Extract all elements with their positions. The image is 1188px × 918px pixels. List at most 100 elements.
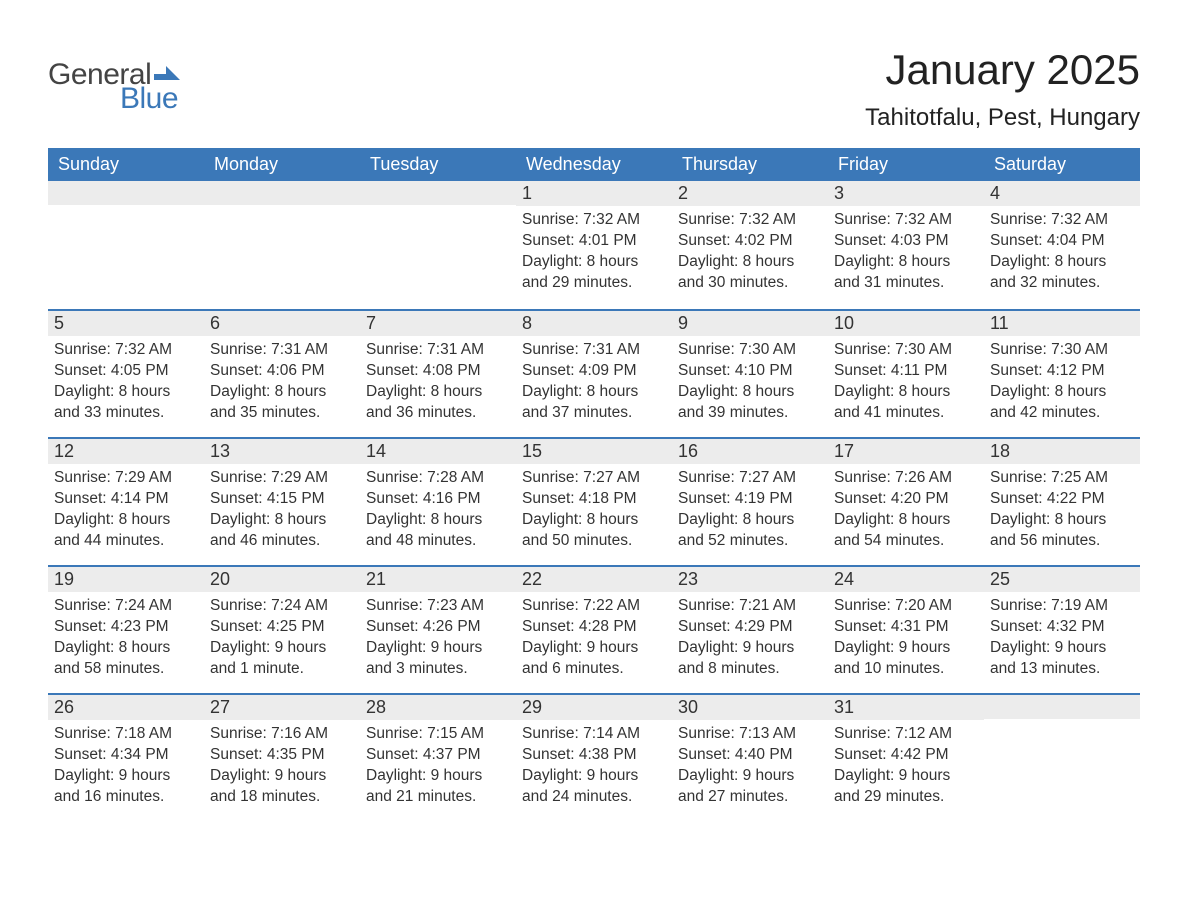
sunrise-text: Sunrise: 7:12 AM xyxy=(834,724,978,745)
daylight-line1: Daylight: 8 hours xyxy=(678,510,822,531)
day-number: 21 xyxy=(366,569,386,589)
daylight-line1: Daylight: 8 hours xyxy=(678,382,822,403)
sunrise-text: Sunrise: 7:15 AM xyxy=(366,724,510,745)
day-number: 15 xyxy=(522,441,542,461)
daylight-line2: and 37 minutes. xyxy=(522,403,666,424)
day-number: 22 xyxy=(522,569,542,589)
calendar-week: 26Sunrise: 7:18 AMSunset: 4:34 PMDayligh… xyxy=(48,693,1140,821)
day-body: Sunrise: 7:29 AMSunset: 4:14 PMDaylight:… xyxy=(48,464,204,564)
day-number-bar: 17 xyxy=(828,439,984,464)
sunset-text: Sunset: 4:16 PM xyxy=(366,489,510,510)
calendar-day xyxy=(360,181,516,309)
daylight-line1: Daylight: 8 hours xyxy=(522,382,666,403)
day-body: Sunrise: 7:27 AMSunset: 4:19 PMDaylight:… xyxy=(672,464,828,564)
day-number-bar: 8 xyxy=(516,311,672,336)
day-number: 16 xyxy=(678,441,698,461)
title-block: January 2025 Tahitotfalu, Pest, Hungary xyxy=(865,46,1140,132)
day-number-bar: 28 xyxy=(360,695,516,720)
sunset-text: Sunset: 4:34 PM xyxy=(54,745,198,766)
sunrise-text: Sunrise: 7:32 AM xyxy=(522,210,666,231)
sunset-text: Sunset: 4:10 PM xyxy=(678,361,822,382)
day-body: Sunrise: 7:32 AMSunset: 4:05 PMDaylight:… xyxy=(48,336,204,436)
calendar-day: 5Sunrise: 7:32 AMSunset: 4:05 PMDaylight… xyxy=(48,311,204,437)
calendar-day: 18Sunrise: 7:25 AMSunset: 4:22 PMDayligh… xyxy=(984,439,1140,565)
sunset-text: Sunset: 4:26 PM xyxy=(366,617,510,638)
daylight-line1: Daylight: 8 hours xyxy=(990,252,1134,273)
daylight-line1: Daylight: 8 hours xyxy=(522,510,666,531)
sunset-text: Sunset: 4:14 PM xyxy=(54,489,198,510)
day-number: 19 xyxy=(54,569,74,589)
sunrise-text: Sunrise: 7:23 AM xyxy=(366,596,510,617)
calendar-day: 6Sunrise: 7:31 AMSunset: 4:06 PMDaylight… xyxy=(204,311,360,437)
day-body: Sunrise: 7:24 AMSunset: 4:23 PMDaylight:… xyxy=(48,592,204,692)
sunset-text: Sunset: 4:06 PM xyxy=(210,361,354,382)
calendar-day: 31 Sunrise: 7:12 AMSunset: 4:42 PMDayligh… xyxy=(828,695,984,821)
daylight-line1: Daylight: 8 hours xyxy=(54,382,198,403)
sunrise-text: Sunrise: 7:31 AM xyxy=(522,340,666,361)
calendar-day: 13Sunrise: 7:29 AMSunset: 4:15 PMDayligh… xyxy=(204,439,360,565)
day-number-bar: 7 xyxy=(360,311,516,336)
sunrise-text: Sunrise: 7:31 AM xyxy=(210,340,354,361)
daylight-line2: and 3 minutes. xyxy=(366,659,510,680)
day-body: Sunrise: 7:31 AMSunset: 4:09 PMDaylight:… xyxy=(516,336,672,436)
sunset-text: Sunset: 4:09 PM xyxy=(522,361,666,382)
daylight-line2: and 24 minutes. xyxy=(522,787,666,808)
day-number-bar: 1 xyxy=(516,181,672,206)
sunset-text: Sunset: 4:37 PM xyxy=(366,745,510,766)
sunset-text: Sunset: 4:31 PM xyxy=(834,617,978,638)
day-body: Sunrise: 7:24 AMSunset: 4:25 PMDaylight:… xyxy=(204,592,360,692)
calendar-header-row: Sunday Monday Tuesday Wednesday Thursday… xyxy=(48,148,1140,181)
daylight-line1: Daylight: 9 hours xyxy=(678,766,822,787)
sunset-text: Sunset: 4:35 PM xyxy=(210,745,354,766)
calendar-day: 14Sunrise: 7:28 AMSunset: 4:16 PMDayligh… xyxy=(360,439,516,565)
sunset-text: Sunset: 4:15 PM xyxy=(210,489,354,510)
day-number-bar: 29 xyxy=(516,695,672,720)
calendar-day: 8Sunrise: 7:31 AMSunset: 4:09 PMDaylight… xyxy=(516,311,672,437)
day-number: 18 xyxy=(990,441,1010,461)
calendar-day: 23Sunrise: 7:21 AMSunset: 4:29 PMDayligh… xyxy=(672,567,828,693)
day-body: Sunrise: 7:23 AMSunset: 4:26 PMDaylight:… xyxy=(360,592,516,692)
day-number-bar xyxy=(204,181,360,205)
day-body: Sunrise: 7:32 AMSunset: 4:04 PMDaylight:… xyxy=(984,206,1140,306)
calendar-day: 30Sunrise: 7:13 AMSunset: 4:40 PMDayligh… xyxy=(672,695,828,821)
day-number: 28 xyxy=(366,697,386,717)
calendar-day: 11Sunrise: 7:30 AMSunset: 4:12 PMDayligh… xyxy=(984,311,1140,437)
day-number-bar: 4 xyxy=(984,181,1140,206)
day-number: 13 xyxy=(210,441,230,461)
daylight-line2: and 36 minutes. xyxy=(366,403,510,424)
calendar-day: 15Sunrise: 7:27 AMSunset: 4:18 PMDayligh… xyxy=(516,439,672,565)
calendar-day xyxy=(204,181,360,309)
day-number: 7 xyxy=(366,313,376,333)
day-number: 1 xyxy=(522,183,532,203)
daylight-line2: and 1 minute. xyxy=(210,659,354,680)
daylight-line1: Daylight: 8 hours xyxy=(366,382,510,403)
calendar-day: 1Sunrise: 7:32 AMSunset: 4:01 PMDaylight… xyxy=(516,181,672,309)
daylight-line1: Daylight: 9 hours xyxy=(678,638,822,659)
day-number-bar: 21 xyxy=(360,567,516,592)
sunrise-text: Sunrise: 7:32 AM xyxy=(990,210,1134,231)
day-number-bar: 18 xyxy=(984,439,1140,464)
day-number: 31 xyxy=(834,697,854,717)
daylight-line1: Daylight: 8 hours xyxy=(834,252,978,273)
day-number-bar: 26 xyxy=(48,695,204,720)
sunset-text: Sunset: 4:32 PM xyxy=(990,617,1134,638)
sunrise-text: Sunrise: 7:32 AM xyxy=(54,340,198,361)
sunset-text: Sunset: 4:23 PM xyxy=(54,617,198,638)
sunrise-text: Sunrise: 7:28 AM xyxy=(366,468,510,489)
calendar-day xyxy=(48,181,204,309)
day-number-bar: 10 xyxy=(828,311,984,336)
day-number-bar: 9 xyxy=(672,311,828,336)
daylight-line1: Daylight: 9 hours xyxy=(366,766,510,787)
weeks-container: 1Sunrise: 7:32 AMSunset: 4:01 PMDaylight… xyxy=(48,181,1140,821)
daylight-line1: Daylight: 8 hours xyxy=(834,382,978,403)
day-number-bar: 25 xyxy=(984,567,1140,592)
calendar-day: 28 Sunrise: 7:15 AMSunset: 4:37 PMDayligh… xyxy=(360,695,516,821)
day-body: Sunrise: 7:31 AMSunset: 4:08 PMDaylight:… xyxy=(360,336,516,436)
sunset-text: Sunset: 4:11 PM xyxy=(834,361,978,382)
day-body: Sunrise: 7:12 AMSunset: 4:42 PMDaylight:… xyxy=(828,720,984,820)
sunset-text: Sunset: 4:01 PM xyxy=(522,231,666,252)
sunset-text: Sunset: 4:40 PM xyxy=(678,745,822,766)
day-body xyxy=(984,719,1140,735)
sunset-text: Sunset: 4:08 PM xyxy=(366,361,510,382)
calendar-day: 29Sunrise: 7:14 AMSunset: 4:38 PMDayligh… xyxy=(516,695,672,821)
